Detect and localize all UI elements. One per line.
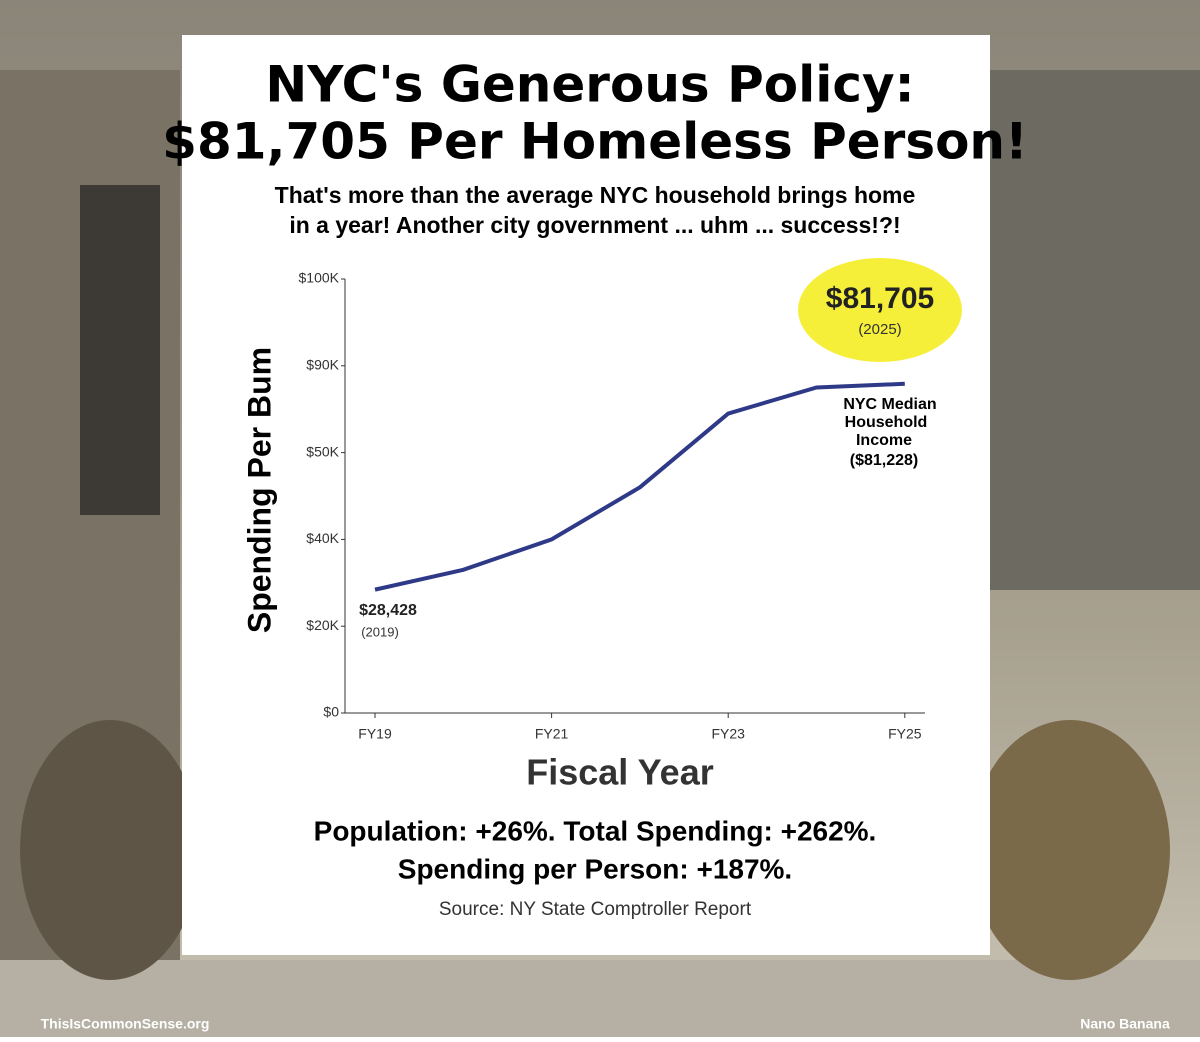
annotation: (2025) <box>858 321 901 338</box>
series-line <box>374 381 905 592</box>
x-tick-label: FY23 <box>711 726 745 742</box>
source: Source: NY State Comptroller Report <box>439 899 752 920</box>
y-tick-label: $90K <box>306 357 339 373</box>
window <box>80 185 160 515</box>
right-street <box>990 70 1200 590</box>
annotation: Household <box>845 414 928 431</box>
panel <box>182 35 990 955</box>
annotation: (2019) <box>361 624 399 639</box>
y-tick-label: $100K <box>299 270 340 286</box>
x-tick-label: FY21 <box>535 726 569 742</box>
y-tick-label: $50K <box>306 443 339 459</box>
annotation: ($81,228) <box>850 452 919 469</box>
subtitle: in a year! Another city government ... u… <box>289 212 900 238</box>
annotation: NYC Median <box>843 396 936 413</box>
sidewalk <box>0 960 1200 1037</box>
y-tick-label: $20K <box>306 617 339 633</box>
title: NYC's Generous Policy: <box>265 56 914 114</box>
y-axis-label: Spending Per Bum <box>241 347 277 633</box>
credit: ThisIsCommonSense.org <box>41 1016 210 1032</box>
footer: Spending per Person: +187%. <box>398 853 792 884</box>
y-tick-label: $0 <box>323 704 339 720</box>
highlight <box>798 258 962 362</box>
x-axis-label: Fiscal Year <box>526 752 714 793</box>
x-tick-label: FY19 <box>358 726 392 742</box>
title: $81,705 Per Homeless Person! <box>162 113 1028 171</box>
footer: Population: +26%. Total Spending: +262%. <box>314 815 877 846</box>
figure-right <box>970 720 1170 980</box>
x-tick-label: FY25 <box>888 726 922 742</box>
data-label: $81,705 <box>826 282 934 315</box>
annotation: Income <box>856 432 912 449</box>
credit: Nano Banana <box>1080 1016 1170 1032</box>
figure-left <box>20 720 200 980</box>
data-label: $28,428 <box>359 602 417 619</box>
subtitle: That's more than the average NYC househo… <box>275 182 916 208</box>
y-tick-label: $40K <box>306 530 339 546</box>
